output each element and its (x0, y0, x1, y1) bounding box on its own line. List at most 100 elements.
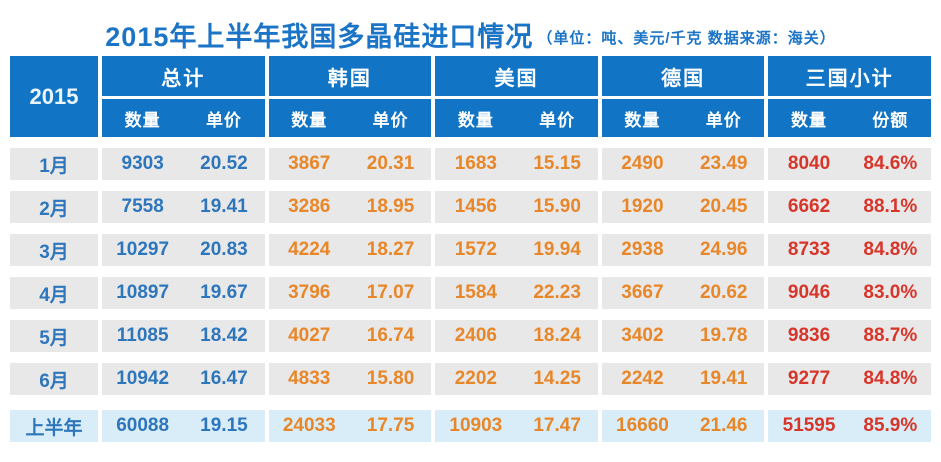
row-label: 5月 (10, 320, 98, 352)
share-value: 84.8% (863, 239, 918, 260)
qty-value: 2202 (454, 368, 497, 389)
page-title: 2015年上半年我国多晶硅进口情况 (105, 21, 534, 52)
qty-value: 3796 (288, 282, 331, 303)
price-value: 19.41 (200, 196, 248, 217)
cell-germany: 2490 23.49 (601, 148, 765, 180)
group-header-germany: 德国 (601, 56, 765, 96)
price-value: 19.41 (699, 368, 748, 389)
subheader-korea: 数量 单价 (268, 99, 432, 137)
group-header-total: 总计 (102, 56, 265, 96)
qty-value: 10903 (449, 415, 503, 436)
table-header: 2015 总计 韩国 美国 德国 三国小计 数量 单价 数量 单价 (10, 56, 931, 137)
row-label: 3月 (10, 234, 98, 266)
cell-usa: 1683 15.15 (435, 148, 598, 180)
qty-value: 1920 (621, 196, 664, 217)
subheader-germany: 数量 单价 (601, 99, 765, 137)
cell-subtotal: 9277 84.8% (768, 363, 931, 395)
price-value: 22.23 (533, 282, 581, 303)
cell-germany: 3667 20.62 (601, 277, 765, 309)
group-header-korea: 韩国 (268, 56, 432, 96)
cell-subtotal: 8040 84.6% (768, 148, 931, 180)
row-label: 2月 (10, 191, 98, 223)
cell-total: 11085 18.42 (102, 320, 265, 352)
cell-subtotal: 9046 83.0% (768, 277, 931, 309)
qty-value: 9046 (787, 282, 831, 303)
col-label-qty: 数量 (457, 110, 494, 130)
qty-value: 60088 (116, 415, 170, 436)
year-header-cell: 2015 (10, 56, 98, 137)
cell-germany: 2938 24.96 (601, 234, 765, 266)
cell-total: 10297 20.83 (102, 234, 265, 266)
qty-value: 3667 (621, 282, 664, 303)
share-value: 85.9% (863, 415, 918, 436)
price-value: 21.46 (699, 415, 748, 436)
table-row-jun: 6月 10942 16.47 4833 15.80 2202 14.25 2242 19… (10, 363, 931, 395)
price-value: 20.52 (200, 153, 248, 174)
cell-korea: 3867 20.31 (268, 148, 432, 180)
cell-subtotal: 51595 85.9% (768, 410, 931, 442)
price-value: 24.96 (699, 239, 748, 260)
table-row-jan: 1月 9303 20.52 3867 20.31 1683 15.15 2490 23.… (10, 148, 931, 180)
qty-value: 10297 (116, 239, 170, 260)
qty-value: 2406 (454, 325, 497, 346)
qty-value: 8733 (787, 239, 831, 260)
cell-subtotal: 6662 88.1% (768, 191, 931, 223)
share-value: 83.0% (863, 282, 918, 303)
cell-usa: 10903 17.47 (435, 410, 598, 442)
col-label-price: 单价 (205, 110, 242, 130)
col-label-qty: 数量 (291, 110, 328, 130)
qty-value: 4833 (288, 368, 331, 389)
qty-value: 6662 (787, 196, 831, 217)
col-label-qty: 数量 (624, 110, 661, 130)
table-row-halfyear-summary: 上半年 60088 19.15 24033 17.75 10903 17.47 166… (10, 410, 931, 442)
cell-germany: 3402 19.78 (601, 320, 765, 352)
cell-germany: 16660 21.46 (601, 410, 765, 442)
price-value: 18.42 (200, 325, 248, 346)
price-value: 18.24 (533, 325, 581, 346)
cell-total: 10897 19.67 (102, 277, 265, 309)
col-label-price: 单价 (372, 110, 409, 130)
qty-value: 16660 (616, 415, 669, 436)
col-label-price: 单价 (539, 110, 576, 130)
page-subtitle: （单位：吨、美元/千克 数据来源：海关） (537, 29, 836, 47)
subheader-subtotal: 数量 份额 (768, 99, 931, 137)
cell-total: 60088 19.15 (102, 410, 265, 442)
col-label-price: 单价 (705, 110, 742, 130)
price-value: 16.47 (200, 368, 248, 389)
row-label: 1月 (10, 148, 98, 180)
price-value: 17.47 (533, 415, 581, 436)
price-value: 20.83 (200, 239, 248, 260)
table-row-may: 5月 11085 18.42 4027 16.74 2406 18.24 3402 19… (10, 320, 931, 352)
subheader-usa: 数量 单价 (435, 99, 598, 137)
qty-value: 10897 (116, 282, 170, 303)
price-value: 19.94 (533, 239, 581, 260)
row-label: 4月 (10, 277, 98, 309)
subheader-total: 数量 单价 (102, 99, 265, 137)
cell-germany: 1920 20.45 (601, 191, 765, 223)
table-row-feb: 2月 7558 19.41 3286 18.95 1456 15.90 1920 20.… (10, 191, 931, 223)
qty-value: 9303 (121, 153, 164, 174)
qty-value: 7558 (121, 196, 164, 217)
share-value: 88.1% (863, 196, 918, 217)
qty-value: 51595 (782, 415, 836, 436)
qty-value: 3286 (288, 196, 331, 217)
price-value: 14.25 (533, 368, 581, 389)
cell-korea: 4224 18.27 (268, 234, 432, 266)
price-value: 23.49 (699, 153, 748, 174)
qty-value: 2242 (621, 368, 664, 389)
row-label: 上半年 (10, 410, 98, 442)
header-group-row: 总计 韩国 美国 德国 三国小计 (102, 56, 931, 96)
qty-value: 3402 (621, 325, 664, 346)
cell-subtotal: 9836 88.7% (768, 320, 931, 352)
price-value: 15.80 (366, 368, 415, 389)
qty-value: 9836 (787, 325, 831, 346)
group-header-subtotal: 三国小计 (768, 56, 931, 96)
share-value: 84.8% (863, 368, 918, 389)
cell-korea: 4833 15.80 (268, 363, 432, 395)
col-label-qty: 数量 (124, 110, 161, 130)
table-row-mar: 3月 10297 20.83 4224 18.27 1572 19.94 2938 24… (10, 234, 931, 266)
cell-subtotal: 8733 84.8% (768, 234, 931, 266)
price-value: 20.62 (699, 282, 748, 303)
cell-total: 7558 19.41 (102, 191, 265, 223)
